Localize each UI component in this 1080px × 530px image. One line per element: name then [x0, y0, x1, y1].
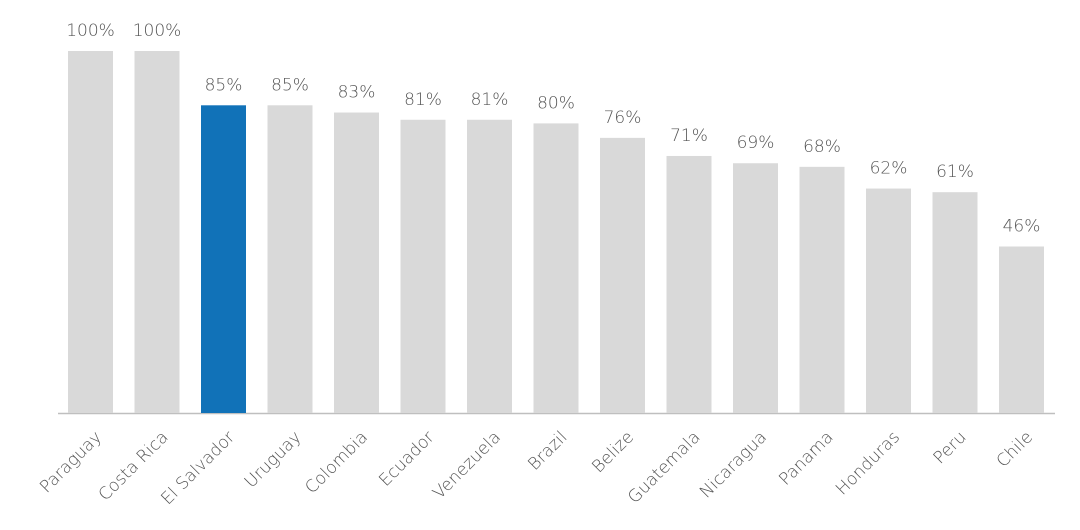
value-label: 71%	[670, 126, 708, 146]
bar	[68, 51, 113, 413]
bar	[467, 119, 512, 413]
value-label: 62%	[870, 159, 908, 179]
value-label: 85%	[271, 75, 309, 95]
x-tick-label: Guatemala	[624, 427, 704, 507]
bar	[866, 188, 911, 413]
value-label: 69%	[737, 133, 775, 153]
x-tick-label: Paraguay	[36, 427, 106, 497]
value-label: 81%	[471, 90, 509, 110]
bar	[932, 192, 978, 413]
bar	[799, 166, 845, 413]
x-tick-label: Peru	[930, 427, 971, 468]
x-tick-label: Venezuela	[429, 427, 505, 503]
value-label: 76%	[604, 108, 642, 128]
x-tick-label: Colombia	[301, 427, 372, 498]
bar	[666, 155, 712, 414]
value-label: 61%	[936, 162, 974, 182]
value-label: 85%	[205, 75, 243, 95]
value-label: 100%	[66, 21, 115, 41]
value-label: 46%	[1003, 216, 1041, 236]
value-label: 68%	[803, 137, 841, 157]
x-tick-label: Belize	[588, 427, 638, 477]
bar	[999, 246, 1044, 413]
x-tick-label: Ecuador	[375, 427, 438, 490]
x-tick-label: Uruguay	[241, 427, 306, 492]
bar	[267, 105, 313, 414]
x-tick-label: Honduras	[832, 427, 904, 499]
bar	[134, 51, 180, 413]
value-label: 83%	[338, 83, 376, 103]
bar	[533, 123, 579, 414]
x-tick-label: Panama	[775, 427, 837, 489]
value-label: 80%	[537, 93, 575, 113]
x-tick-label: Brazil	[524, 427, 571, 474]
value-label: 81%	[404, 90, 442, 110]
bar	[600, 137, 645, 413]
bar	[201, 105, 246, 414]
bar	[733, 163, 778, 413]
bar	[400, 119, 446, 413]
x-tick-label: Chile	[993, 427, 1037, 471]
x-tick-label: Nicaragua	[696, 427, 771, 502]
bar	[334, 112, 379, 413]
value-label: 100%	[133, 21, 182, 41]
